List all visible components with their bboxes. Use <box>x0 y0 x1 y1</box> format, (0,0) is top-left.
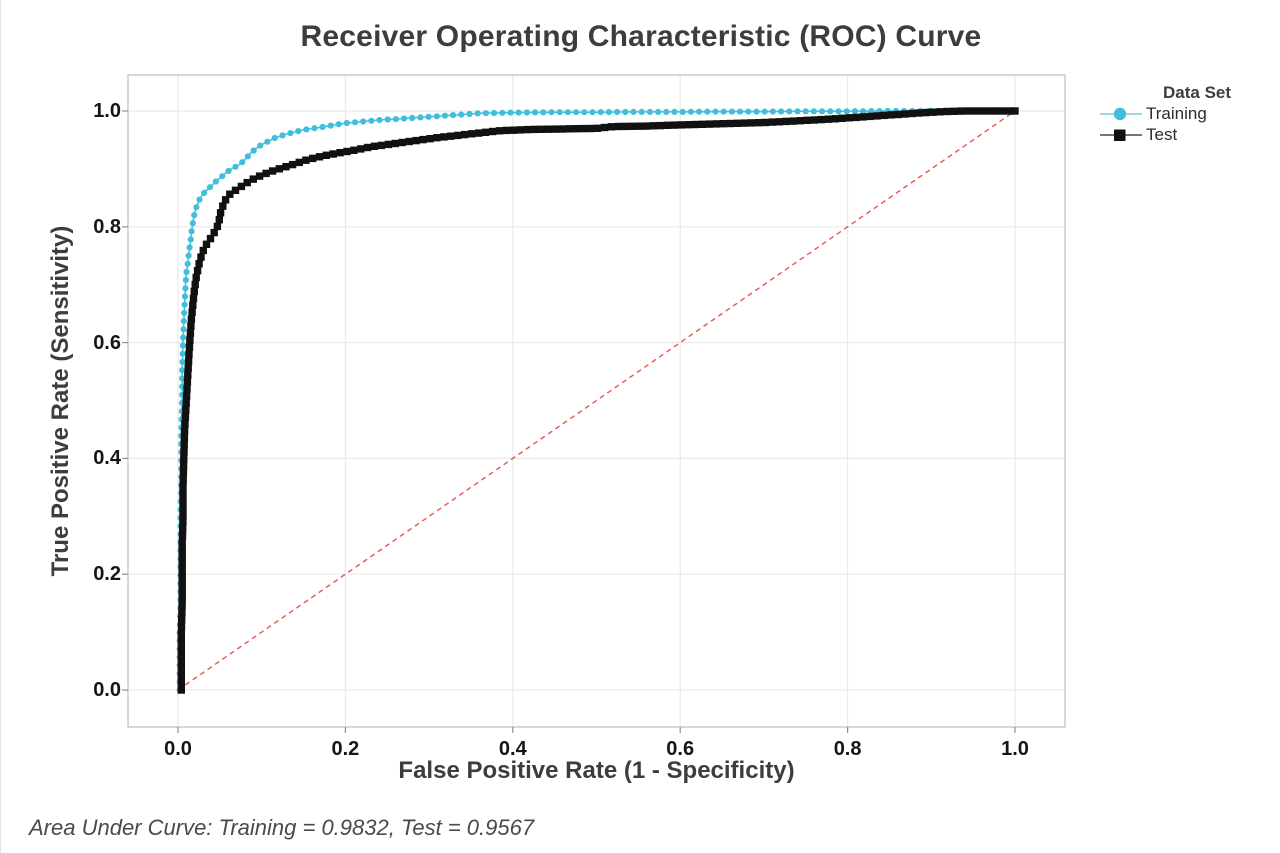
chart-title: Receiver Operating Characteristic (ROC) … <box>300 20 982 53</box>
roc-curve-training <box>176 107 935 694</box>
legend-item-training[interactable]: Training <box>1099 103 1231 124</box>
y-tick-label: 0.0 <box>93 679 121 701</box>
x-tick-label: 0.8 <box>833 738 862 760</box>
test-square-marker-icon <box>1100 129 1142 141</box>
y-tick-label: 0.6 <box>93 331 121 354</box>
y-tick-label: 1.0 <box>93 100 121 122</box>
y-tick-label: 0.4 <box>93 447 121 470</box>
y-tick-label: 0.2 <box>93 563 121 586</box>
training-circle-marker-icon <box>1100 107 1142 120</box>
x-tick-label: 0.4 <box>498 738 527 760</box>
y-tick-label: 0.8 <box>93 215 121 238</box>
plot-frame <box>127 74 1066 728</box>
roc-curve-test <box>177 107 1019 694</box>
chance-diagonal <box>177 110 1016 691</box>
x-axis-label: False Positive Rate (1 - Specificity) <box>398 757 795 784</box>
x-tick-label: 0.2 <box>331 738 360 760</box>
gridlines <box>128 75 1065 727</box>
legend: Data Set Training Test <box>1099 82 1231 145</box>
legend-title: Data Set <box>1163 83 1232 102</box>
x-tick-label: 0.0 <box>164 738 192 760</box>
x-tick-label: 0.6 <box>666 738 695 760</box>
y-axis-label-text: True Positive Rate (Sensitivity) <box>47 225 74 577</box>
legend-label-training: Training <box>1146 104 1207 123</box>
x-tick-label: 1.0 <box>1001 738 1029 760</box>
legend-item-test[interactable]: Test <box>1099 124 1231 145</box>
axis-tick-marks <box>122 110 1016 733</box>
auc-annotation: Area Under Curve: Training = 0.9832, Tes… <box>29 815 535 840</box>
legend-label-test: Test <box>1146 125 1178 144</box>
